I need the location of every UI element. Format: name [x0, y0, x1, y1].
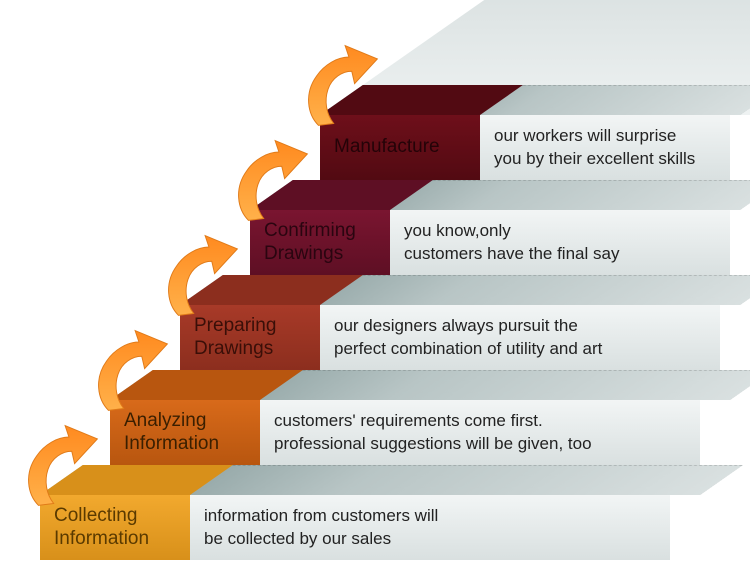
step-front: AnalyzingInformationcustomers' requireme… — [110, 400, 700, 465]
step-description: customers' requirements come first.profe… — [260, 400, 700, 465]
step-label-line2: Drawings — [264, 243, 376, 266]
step-desc-line2: you by their excellent skills — [494, 148, 716, 170]
step-desc-line2: perfect combination of utility and art — [334, 338, 706, 360]
step-desc-line1: you know,only — [404, 220, 716, 242]
step-front: ConfirmingDrawingsyou know,onlycustomers… — [250, 210, 730, 275]
step-desc-line1: our designers always pursuit the — [334, 315, 706, 337]
step-desc-line1: information from customers will — [204, 505, 656, 527]
step-front: PreparingDrawingsour designers always pu… — [180, 305, 720, 370]
step-desc-line1: our workers will surprise — [494, 125, 716, 147]
up-arrow-icon — [150, 228, 245, 328]
step-label-line1: Manufacture — [334, 136, 466, 159]
step-desc-line2: professional suggestions will be given, … — [274, 433, 686, 455]
step-description: information from customers willbe collec… — [190, 495, 670, 560]
step-description: our workers will surpriseyou by their ex… — [480, 115, 730, 180]
step-label-line2: Information — [54, 528, 176, 551]
step-description: our designers always pursuit theperfect … — [320, 305, 720, 370]
step-desc-line2: customers have the final say — [404, 243, 716, 265]
up-arrow-icon — [10, 418, 105, 518]
up-arrow-icon — [290, 38, 385, 138]
step-front: CollectingInformationinformation from cu… — [40, 495, 670, 560]
up-arrow-icon — [220, 133, 315, 233]
step-description: you know,onlycustomers have the final sa… — [390, 210, 730, 275]
up-arrow-icon — [80, 323, 175, 423]
step-desc-line2: be collected by our sales — [204, 528, 656, 550]
step-label-line2: Drawings — [194, 338, 306, 361]
step-desc-line1: customers' requirements come first. — [274, 410, 686, 432]
step-label-line2: Information — [124, 433, 246, 456]
